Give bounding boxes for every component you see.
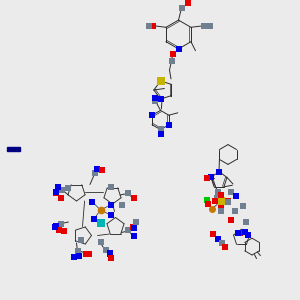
Bar — [7, 147, 20, 151]
